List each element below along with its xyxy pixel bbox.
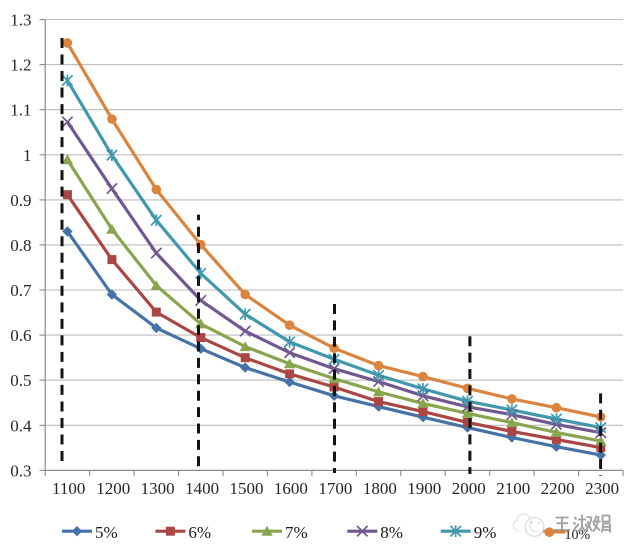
svg-text:1700: 1700: [318, 479, 352, 498]
svg-text:7%: 7%: [285, 523, 308, 542]
svg-text:0.4: 0.4: [10, 416, 32, 435]
svg-text:1100: 1100: [52, 479, 85, 498]
svg-text:2100: 2100: [496, 479, 530, 498]
svg-text:2300: 2300: [585, 479, 619, 498]
svg-text:0.6: 0.6: [10, 326, 31, 345]
svg-text:1.3: 1.3: [10, 11, 31, 30]
svg-text:9%: 9%: [474, 523, 497, 542]
svg-text:10%: 10%: [565, 528, 591, 543]
svg-text:6%: 6%: [188, 523, 211, 542]
svg-text:1.2: 1.2: [10, 56, 31, 75]
svg-text:0.9: 0.9: [10, 191, 31, 210]
svg-text:8%: 8%: [380, 523, 403, 542]
svg-text:2200: 2200: [541, 479, 575, 498]
svg-text:1800: 1800: [363, 479, 397, 498]
svg-text:0.3: 0.3: [10, 461, 31, 480]
svg-text:1200: 1200: [96, 479, 130, 498]
svg-text:1900: 1900: [407, 479, 441, 498]
svg-text:0.7: 0.7: [10, 281, 32, 300]
svg-text:5%: 5%: [95, 523, 118, 542]
svg-text:2000: 2000: [452, 479, 486, 498]
svg-text:0.8: 0.8: [10, 236, 31, 255]
svg-text:0.5: 0.5: [10, 371, 31, 390]
svg-text:1400: 1400: [185, 479, 219, 498]
svg-text:1300: 1300: [141, 479, 175, 498]
svg-text:1: 1: [23, 146, 32, 165]
svg-text:1500: 1500: [230, 479, 264, 498]
svg-text:1600: 1600: [274, 479, 308, 498]
svg-text:1.1: 1.1: [10, 101, 31, 120]
